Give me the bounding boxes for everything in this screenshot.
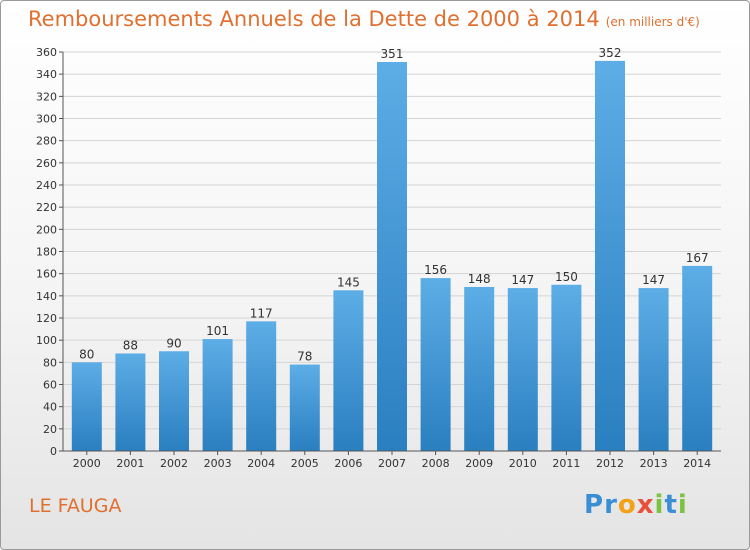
bar-value-label: 156: [424, 263, 447, 277]
bar-2009: [464, 286, 495, 451]
bar-2014: [682, 265, 713, 451]
y-tick-label: 260: [36, 157, 57, 170]
bar-value-label: 147: [642, 273, 665, 287]
y-tick-label: 280: [36, 135, 57, 148]
y-tick-label: 40: [43, 401, 57, 414]
bar-2013: [638, 288, 669, 451]
chart-title-text: Remboursements Annuels de la Dette de 20…: [28, 7, 600, 31]
y-tick-label: 300: [36, 113, 57, 126]
bars: 80 88 90 101 117 78 145 351 156 148 147 150 352 147 16…: [71, 46, 713, 451]
bar-2008: [420, 278, 451, 451]
bar-value-label: 167: [686, 251, 709, 265]
bar-value-label: 90: [166, 336, 181, 350]
y-tick-label: 140: [36, 290, 57, 303]
x-tick-label: 2007: [378, 457, 406, 470]
x-tick-label: 2008: [422, 457, 450, 470]
bar-2012: [595, 60, 625, 451]
bar-2001: [115, 353, 146, 451]
commune-name: LE FAUGA: [29, 495, 122, 517]
y-tick-label: 160: [36, 268, 57, 281]
x-tick-label: 2010: [509, 457, 537, 470]
bar-2011: [551, 284, 582, 451]
x-tick-label: 2000: [73, 457, 101, 470]
bar-value-label: 351: [381, 47, 404, 61]
x-tick-label: 2014: [683, 457, 711, 470]
x-tick-label: 2004: [247, 457, 275, 470]
bar-2003: [202, 339, 233, 451]
y-tick-label: 100: [36, 334, 57, 347]
bar-value-label: 147: [511, 273, 534, 287]
x-tick-label: 2006: [334, 457, 362, 470]
bar-value-label: 145: [337, 275, 360, 289]
bar-value-label: 352: [599, 46, 622, 60]
bar-value-label: 148: [468, 272, 491, 286]
bar-value-label: 101: [206, 324, 229, 338]
proxiti-logo: Proxiti: [584, 490, 688, 520]
y-tick-label: 240: [36, 179, 57, 192]
x-tick-label: 2005: [291, 457, 319, 470]
x-tick-label: 2009: [465, 457, 493, 470]
y-tick-label: 20: [43, 423, 57, 436]
y-tick-label: 200: [36, 223, 57, 236]
x-tick-label: 2001: [116, 457, 144, 470]
chart-unit: (en milliers d'€): [605, 15, 700, 29]
x-tick-label: 2013: [640, 457, 668, 470]
bar-value-label: 88: [123, 338, 138, 352]
x-tick-label: 2012: [596, 457, 624, 470]
x-tick-label: 2011: [552, 457, 580, 470]
bar-value-label: 117: [250, 306, 273, 320]
bar-value-label: 150: [555, 270, 578, 284]
y-tick-label: 340: [36, 68, 57, 81]
bar-2007: [377, 61, 407, 451]
bar-2005: [289, 364, 320, 451]
y-tick-label: 360: [36, 46, 57, 59]
y-tick-label: 320: [36, 90, 57, 103]
chart-title: Remboursements Annuels de la Dette de 20…: [28, 7, 700, 31]
bar-2000: [71, 362, 102, 451]
bar-2004: [246, 321, 277, 451]
x-tick-label: 2003: [204, 457, 232, 470]
y-tick-label: 120: [36, 312, 57, 325]
y-tick-label: 60: [43, 379, 57, 392]
bar-2002: [159, 351, 189, 451]
x-tick-label: 2002: [160, 457, 188, 470]
bar-2010: [507, 288, 538, 451]
y-tick-label: 80: [43, 356, 57, 369]
bar-value-label: 78: [297, 350, 312, 364]
y-tick-label: 0: [50, 445, 57, 458]
y-tick-label: 220: [36, 201, 57, 214]
bar-2006: [333, 290, 364, 451]
axes: 0 20 40 60 80 100 120 140 160 180 200 220 240 260 280 3…: [36, 46, 721, 470]
y-tick-label: 180: [36, 246, 57, 259]
bar-value-label: 80: [79, 347, 94, 361]
